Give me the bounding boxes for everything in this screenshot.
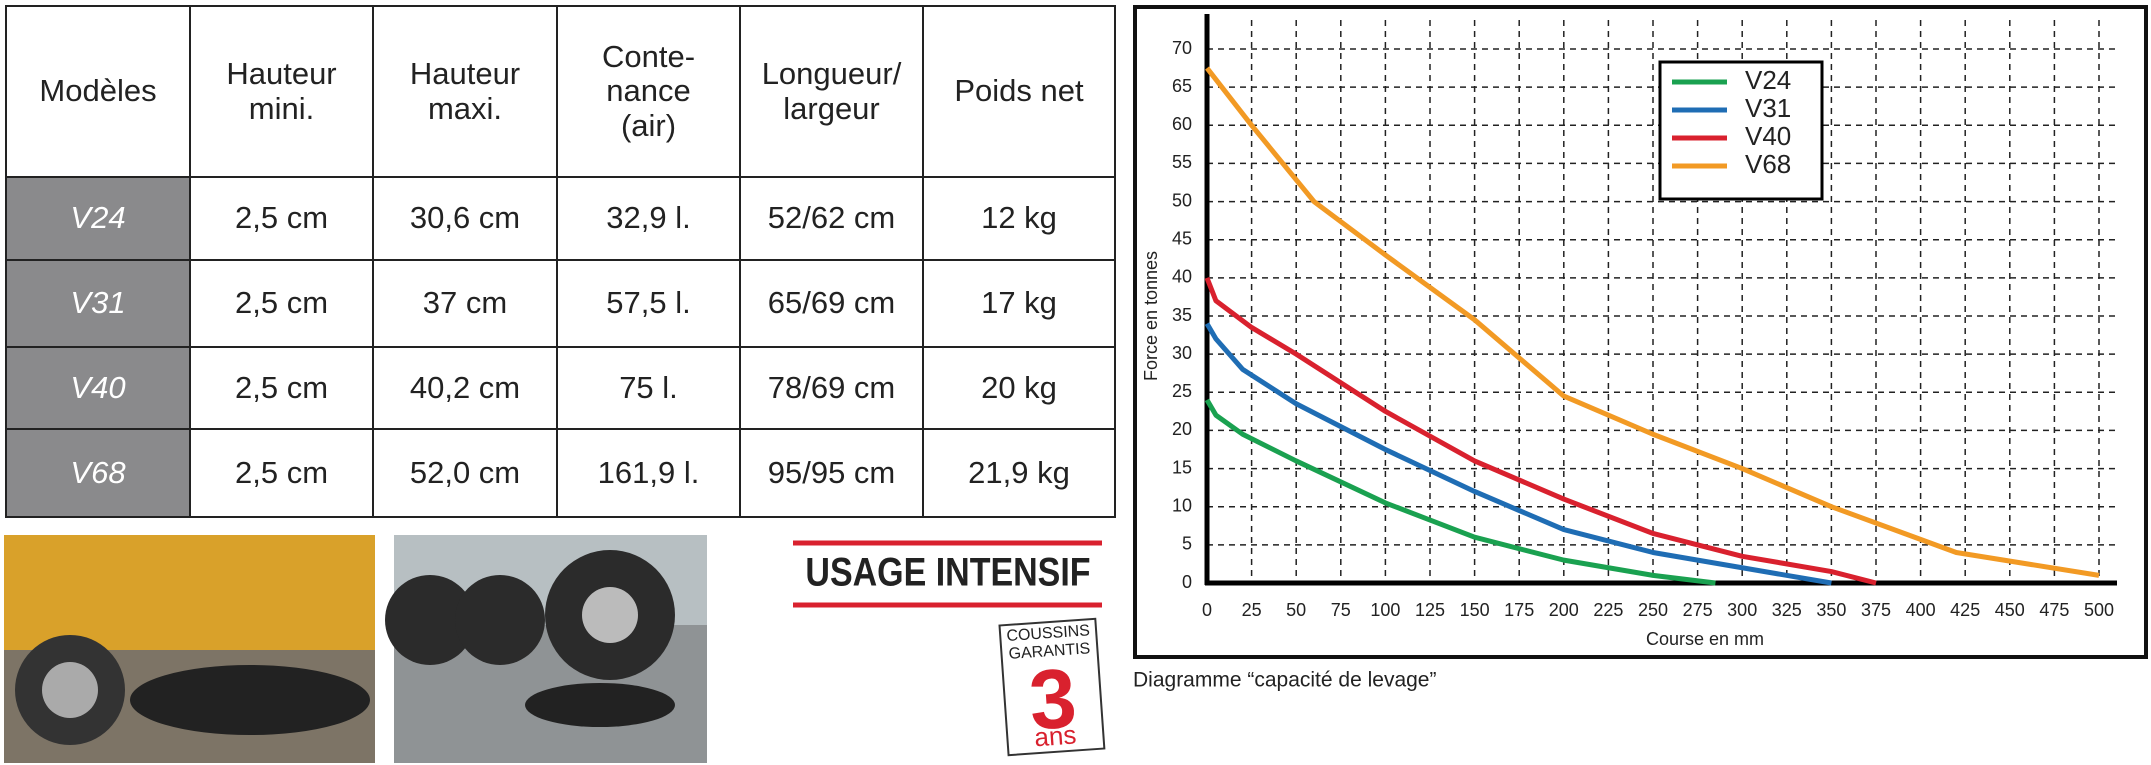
- model-cell: V40: [5, 346, 191, 430]
- value-cell: 161,9 l.: [556, 428, 741, 518]
- series-line: [1204, 398, 1716, 586]
- x-tick-label: 25: [1242, 600, 1262, 620]
- x-tick-label: 325: [1772, 600, 1802, 620]
- x-tick-label: 200: [1549, 600, 1579, 620]
- legend-label: V24: [1745, 65, 1791, 95]
- value-cell: 32,9 l.: [556, 176, 741, 261]
- y-axis-label: Force en tonnes: [1141, 251, 1161, 381]
- x-tick-label: 300: [1727, 600, 1757, 620]
- model-cell: V68: [5, 428, 191, 518]
- photo-forklift: [4, 535, 375, 763]
- x-tick-label: 100: [1370, 600, 1400, 620]
- y-tick-label: 10: [1172, 495, 1192, 515]
- photo-truck: [385, 535, 707, 763]
- header-cell: Longueur/ largeur: [739, 5, 924, 178]
- badge-number: 3: [1026, 650, 1079, 747]
- value-cell: 78/69 cm: [739, 346, 924, 430]
- x-tick-label: 400: [1906, 600, 1936, 620]
- y-tick-label: 15: [1172, 457, 1192, 477]
- value-cell: 2,5 cm: [189, 428, 374, 518]
- series-line: [1204, 276, 1877, 586]
- x-tick-label: 75: [1331, 600, 1351, 620]
- table-row: V40 2,5 cm 40,2 cm 75 l. 78/69 cm 20 kg: [5, 346, 1116, 430]
- value-cell: 2,5 cm: [189, 259, 374, 348]
- x-tick-label: 425: [1950, 600, 1980, 620]
- value-cell: 2,5 cm: [189, 176, 374, 261]
- y-tick-label: 45: [1172, 228, 1192, 248]
- header-cell: Hauteur mini.: [189, 5, 374, 178]
- x-tick-label: 225: [1593, 600, 1623, 620]
- badge: COUSSINS GARANTIS 3 ans: [998, 617, 1106, 757]
- value-cell: 65/69 cm: [739, 259, 924, 348]
- x-axis-label: Course en mm: [1646, 629, 1764, 649]
- legend-label: V31: [1745, 93, 1791, 123]
- x-tick-label: 250: [1638, 600, 1668, 620]
- value-cell: 37 cm: [372, 259, 558, 348]
- y-tick-label: 50: [1172, 190, 1192, 210]
- header-row: Modèles Hauteur mini. Hauteur maxi. Cont…: [5, 5, 1116, 178]
- y-tick-label: 30: [1172, 343, 1192, 363]
- y-tick-label: 60: [1172, 114, 1192, 134]
- value-cell: 21,9 kg: [922, 428, 1116, 518]
- y-tick-label: 65: [1172, 76, 1192, 96]
- y-tick-label: 35: [1172, 305, 1192, 325]
- series-line: [1204, 322, 1832, 586]
- value-cell: 57,5 l.: [556, 259, 741, 348]
- header-cell: Poids net: [922, 5, 1116, 178]
- x-tick-label: 350: [1816, 600, 1846, 620]
- header-cell: Modèles: [5, 5, 191, 178]
- badge-text: GARANTIS: [1008, 640, 1091, 663]
- legend-label: V68: [1745, 149, 1791, 179]
- x-tick-label: 150: [1460, 600, 1490, 620]
- value-cell: 2,5 cm: [189, 346, 374, 430]
- table-row: V24 2,5 cm 30,6 cm 32,9 l. 52/62 cm 12 kg: [5, 176, 1116, 261]
- header-cell: Hauteur maxi.: [372, 5, 558, 178]
- y-tick-label: 5: [1182, 534, 1192, 554]
- value-cell: 52/62 cm: [739, 176, 924, 261]
- value-cell: 95/95 cm: [739, 428, 924, 518]
- value-cell: 12 kg: [922, 176, 1116, 261]
- x-tick-label: 175: [1504, 600, 1534, 620]
- model-cell: V24: [5, 176, 191, 261]
- y-tick-label: 40: [1172, 267, 1192, 287]
- x-tick-label: 0: [1202, 600, 1212, 620]
- x-tick-label: 500: [2084, 600, 2114, 620]
- value-cell: 52,0 cm: [372, 428, 558, 518]
- y-tick-label: 0: [1182, 572, 1192, 592]
- banner: USAGE INTENSIF: [805, 549, 1090, 594]
- value-cell: 40,2 cm: [372, 346, 558, 430]
- table-row: V31 2,5 cm 37 cm 57,5 l. 65/69 cm 17 kg: [5, 259, 1116, 348]
- model-cell: V31: [5, 259, 191, 348]
- x-tick-label: 50: [1286, 600, 1306, 620]
- y-tick-label: 55: [1172, 152, 1192, 172]
- badge-unit: ans: [1033, 719, 1077, 752]
- x-tick-label: 125: [1415, 600, 1445, 620]
- chart-frame: [1133, 5, 2148, 659]
- chart-caption: Diagramme “capacité de levage”: [1133, 669, 1436, 692]
- x-tick-label: 375: [1861, 600, 1891, 620]
- y-tick-label: 25: [1172, 381, 1192, 401]
- value-cell: 30,6 cm: [372, 176, 558, 261]
- y-tick-label: 20: [1172, 419, 1192, 439]
- series-line: [1205, 66, 2100, 578]
- table-row: V68 2,5 cm 52,0 cm 161,9 l. 95/95 cm 21,9 kg: [5, 428, 1116, 518]
- badge-text: COUSSINS: [1006, 622, 1091, 645]
- value-cell: 20 kg: [922, 346, 1116, 430]
- header-cell: Conte- nance (air): [556, 5, 741, 178]
- value-cell: 17 kg: [922, 259, 1116, 348]
- spec-table: Modèles Hauteur mini. Hauteur maxi. Cont…: [5, 5, 1116, 518]
- y-tick-label: 70: [1172, 38, 1192, 58]
- x-tick-label: 450: [1995, 600, 2025, 620]
- legend-box: [1658, 60, 1824, 201]
- x-tick-label: 275: [1683, 600, 1713, 620]
- value-cell: 75 l.: [556, 346, 741, 430]
- x-tick-label: 475: [2039, 600, 2069, 620]
- legend-label: V40: [1745, 121, 1791, 151]
